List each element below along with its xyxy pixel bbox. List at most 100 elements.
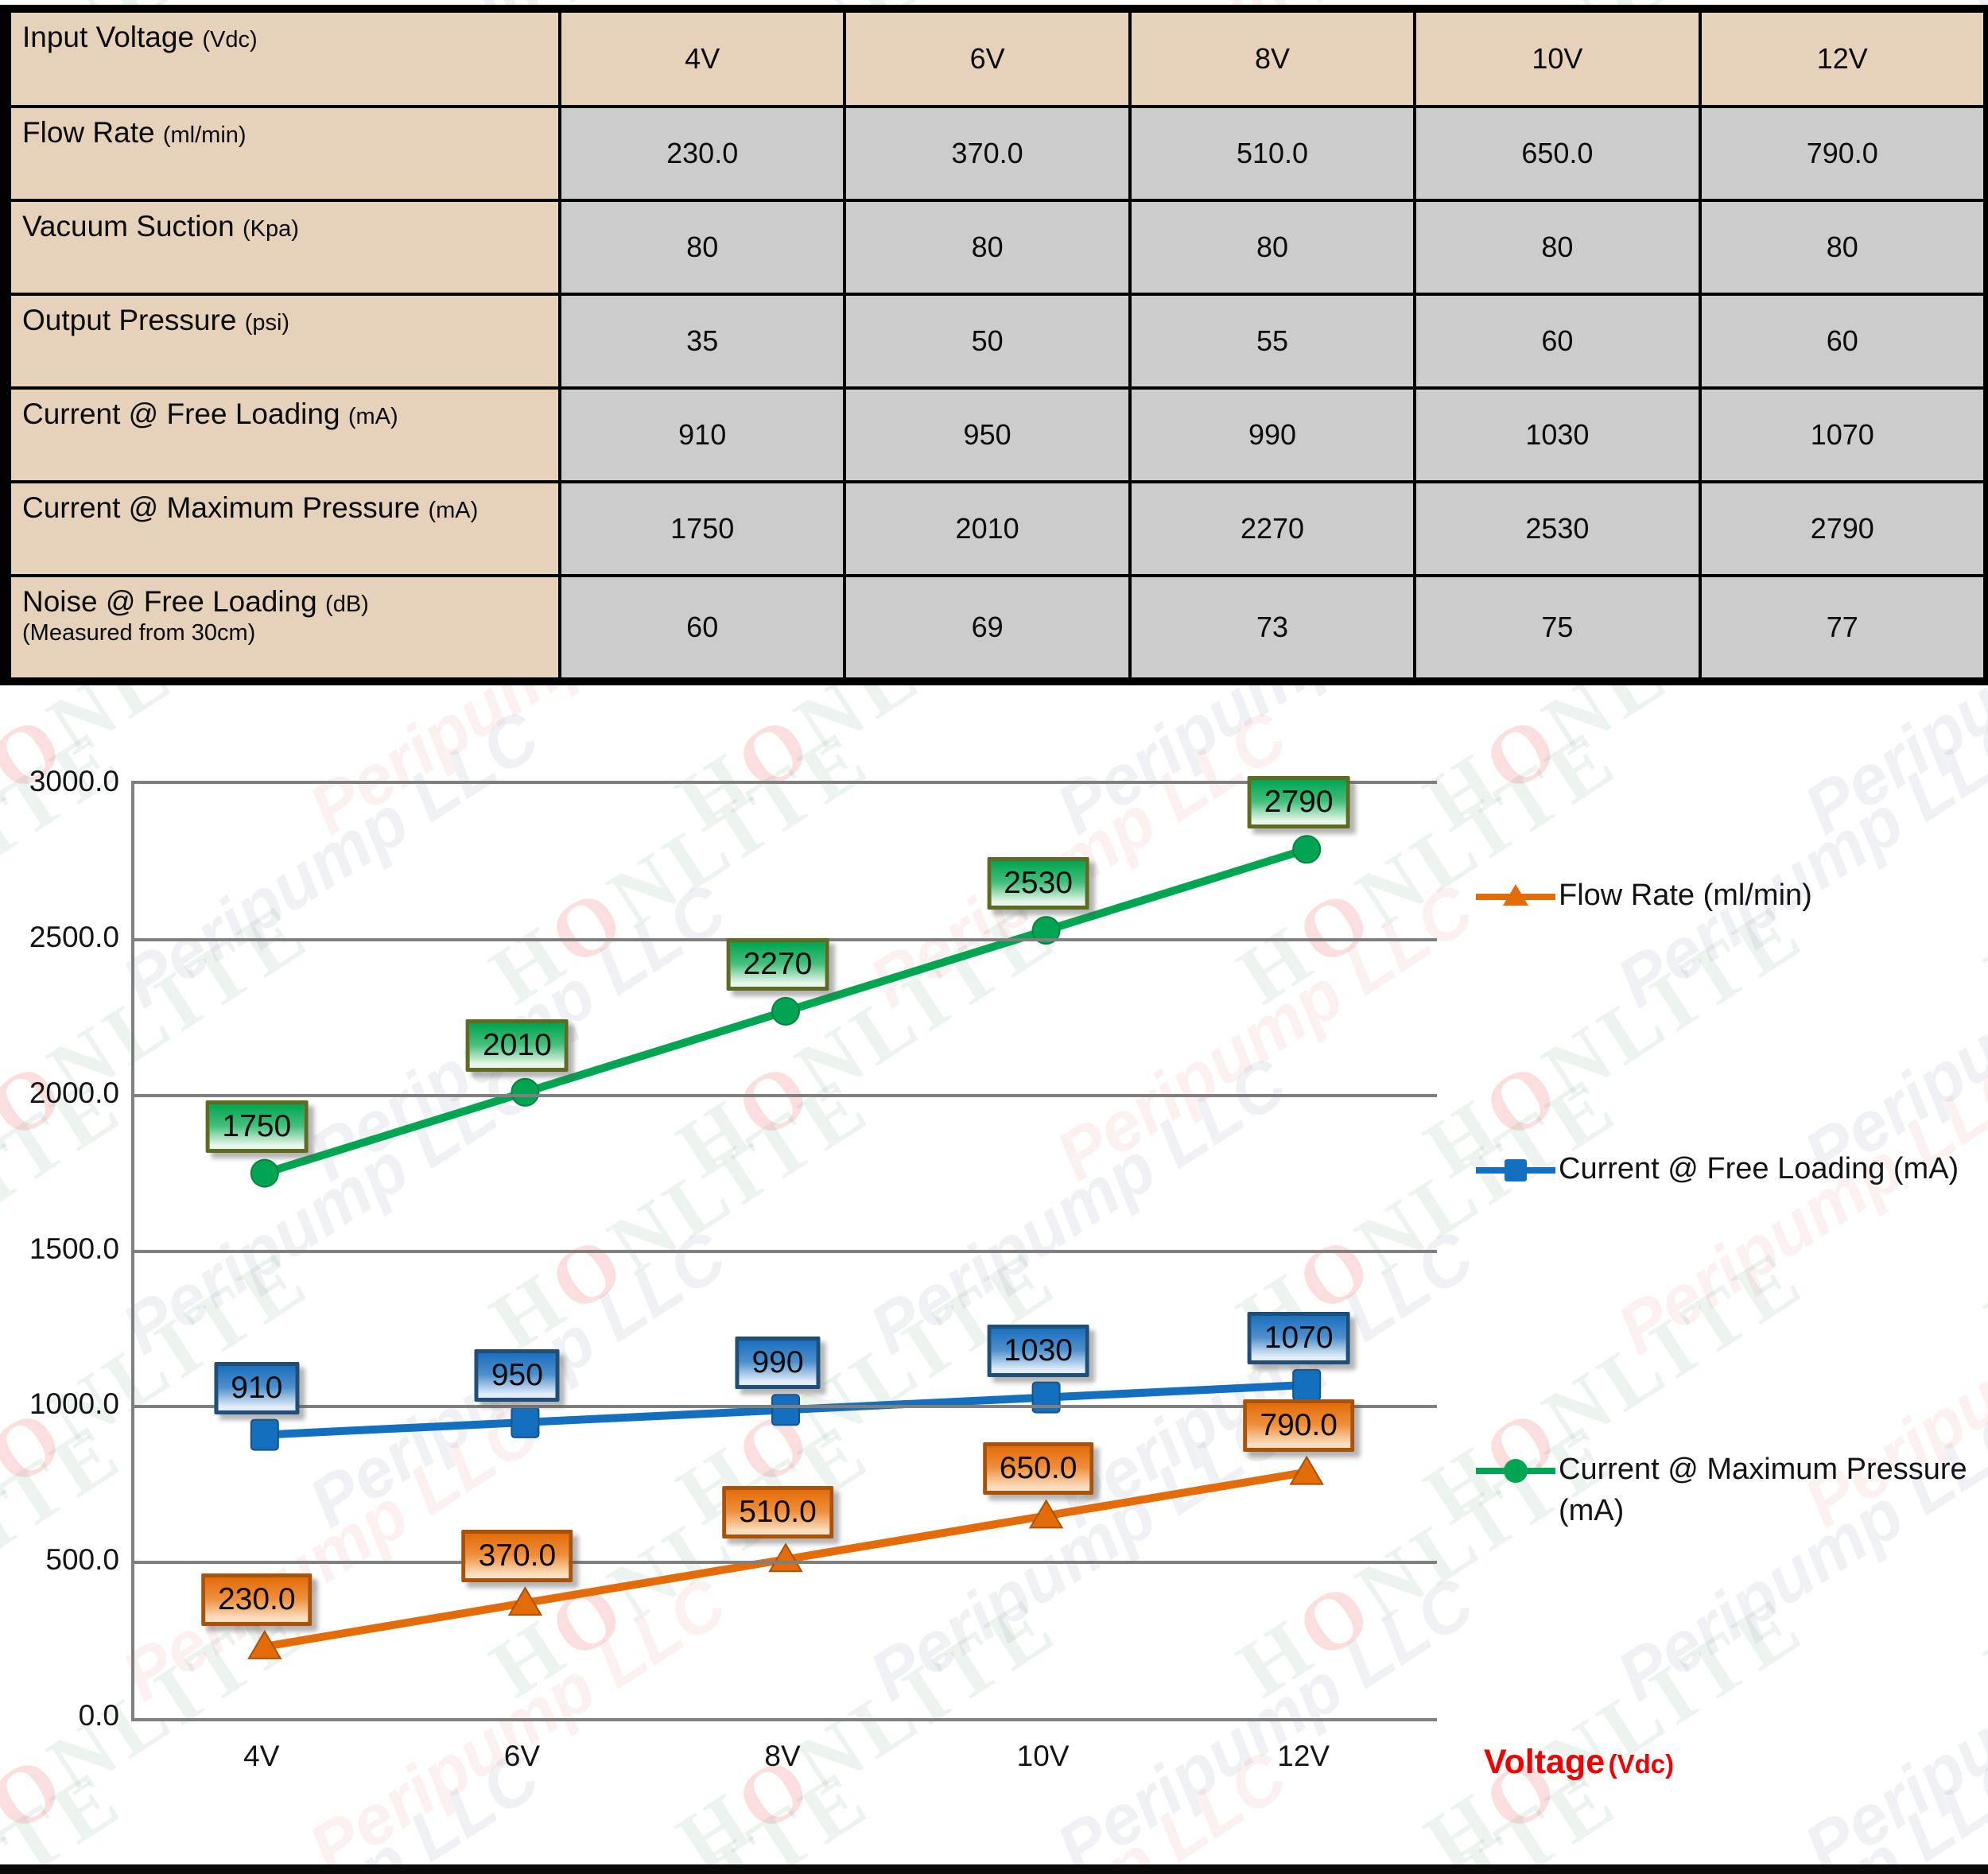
legend-square-icon [1476, 1153, 1555, 1192]
table-value: 60 [686, 611, 719, 643]
table-row-unit: (ml/min) [162, 122, 247, 148]
table-value: 2270 [1240, 512, 1305, 545]
table-value: 60 [1826, 324, 1858, 357]
series-plot [247, 835, 1324, 1659]
table-header-value: 12V [1816, 42, 1868, 75]
table-header-value: 4V [685, 42, 720, 75]
table-value: 1070 [1810, 418, 1874, 451]
table-value-cell: 35 [561, 296, 844, 386]
table-value: 60 [1541, 324, 1574, 357]
y-axis-tick-label: 1500.0 [29, 1232, 119, 1265]
table-value: 80 [1256, 231, 1289, 263]
table-value-cell: 2010 [846, 483, 1128, 574]
gridline [134, 1249, 1437, 1253]
table-row-label-line: Noise @ Free Loading (dB) [22, 585, 369, 619]
triangle-marker [1289, 1455, 1324, 1485]
table-value: 80 [1826, 231, 1858, 263]
table-value: 80 [686, 231, 719, 263]
legend-label-line: (mA) [1559, 1494, 1625, 1528]
table-value-cell: 1070 [1701, 390, 1983, 480]
square-marker [511, 1406, 540, 1438]
legend-triangle-icon [1476, 879, 1555, 918]
table-value-cell: 1750 [561, 483, 844, 574]
table-value: 55 [1256, 324, 1289, 357]
table-value: 69 [971, 611, 1004, 643]
x-axis-title-unit: (Vdc) [1608, 1749, 1675, 1779]
legend-label-1: Current @ Free Loading (mA) [1559, 1148, 1959, 1189]
circle-marker [1292, 835, 1322, 864]
data-label: 2270 [726, 937, 829, 991]
legend-entry-0: Flow Rate (ml/min) [1476, 875, 1812, 918]
x-axis-tick-label-12V: 12V [1277, 1740, 1330, 1772]
table-header-value: 6V [969, 42, 1005, 75]
table-row-label-cell: Output Pressure (psi) [11, 296, 558, 386]
y-axis-tick-label: 3000.0 [29, 765, 119, 797]
triangle-marker [768, 1542, 803, 1573]
circle-marker [771, 996, 800, 1026]
table-value: 950 [963, 418, 1011, 451]
table-value: 790.0 [1806, 137, 1878, 169]
table-value: 77 [1826, 611, 1858, 643]
legend-entry-1: Current @ Free Loading (mA) [1476, 1148, 1959, 1192]
table-row-label: Flow Rate [22, 116, 163, 149]
table-value-cell: 55 [1131, 296, 1414, 386]
table-value-cell: 77 [1701, 577, 1983, 677]
square-marker [1292, 1368, 1322, 1401]
table-row-label: Noise @ Free Loading [22, 585, 326, 618]
table-value-cell: 80 [1416, 202, 1699, 293]
table-row-unit: (mA) [428, 498, 479, 523]
table-value-cell: 60 [1416, 296, 1699, 386]
table-header-label-line: Input Voltage (Vdc) [22, 21, 258, 54]
table-row-label-line: Current @ Maximum Pressure (mA) [22, 491, 478, 525]
table-value-cell: 80 [561, 202, 844, 293]
y-axis-tick-label: 0.0 [78, 1699, 119, 1732]
table-value: 1750 [670, 512, 735, 545]
y-axis-tick-label: 2500.0 [29, 920, 119, 953]
table-value: 230.0 [666, 137, 739, 169]
gridline [134, 1561, 1437, 1565]
table-header-cell-8V: 8V [1131, 13, 1414, 105]
table-value: 50 [971, 324, 1004, 357]
legend-circle-icon [1476, 1453, 1555, 1492]
table-value: 35 [686, 324, 719, 357]
table-value-cell: 990 [1131, 390, 1414, 480]
x-axis-title: Voltage (Vdc) [1484, 1743, 1674, 1782]
table-value-cell: 1030 [1416, 390, 1699, 480]
square-marker [771, 1394, 800, 1426]
table-row-label-line: Flow Rate (ml/min) [22, 116, 247, 149]
table-value-cell: 50 [846, 296, 1128, 386]
data-label: 1070 [1247, 1311, 1350, 1364]
bottom-border-bar [0, 1864, 1988, 1874]
table-value-cell: 69 [846, 577, 1128, 677]
circle-marker [511, 1077, 540, 1107]
legend-label-line: Flow Rate (ml/min) [1559, 879, 1812, 912]
table-value: 990 [1248, 418, 1297, 451]
table-value: 80 [971, 231, 1004, 263]
square-marker [250, 1418, 279, 1451]
table-header-unit: (Vdc) [202, 27, 258, 52]
x-axis-tick-label-8V: 8V [764, 1740, 801, 1772]
table-row-label-cell: Current @ Maximum Pressure (mA) [11, 483, 558, 574]
table-value-cell: 230.0 [561, 108, 844, 199]
table-header-cell-10V: 10V [1416, 13, 1699, 105]
table-header-label: Input Voltage [22, 21, 203, 53]
table-value: 80 [1541, 231, 1574, 263]
table-row-note: (Measured from 30cm) [22, 620, 256, 646]
table-value-cell: 910 [561, 390, 844, 480]
table-value-cell: 80 [1131, 202, 1414, 293]
data-label: 230.0 [200, 1573, 313, 1626]
data-label: 910 [214, 1361, 300, 1414]
legend-label-line: Current @ Maximum Pressure [1559, 1453, 1967, 1486]
table-row-label: Current @ Maximum Pressure [22, 491, 429, 524]
table-value: 2530 [1525, 512, 1590, 545]
data-label: 2790 [1247, 776, 1350, 829]
table-value-cell: 650.0 [1416, 108, 1699, 199]
data-label: 2010 [466, 1018, 569, 1072]
table-value: 370.0 [951, 137, 1023, 169]
table-row-label-cell: Flow Rate (ml/min) [11, 108, 558, 199]
gridline [134, 1093, 1437, 1097]
table-row-label: Vacuum Suction [22, 210, 243, 242]
spec-table: Input Voltage (Vdc) 4V 6V 8V 10V 12V Flow Rate… [0, 5, 1988, 685]
data-label: 510.0 [722, 1486, 833, 1539]
